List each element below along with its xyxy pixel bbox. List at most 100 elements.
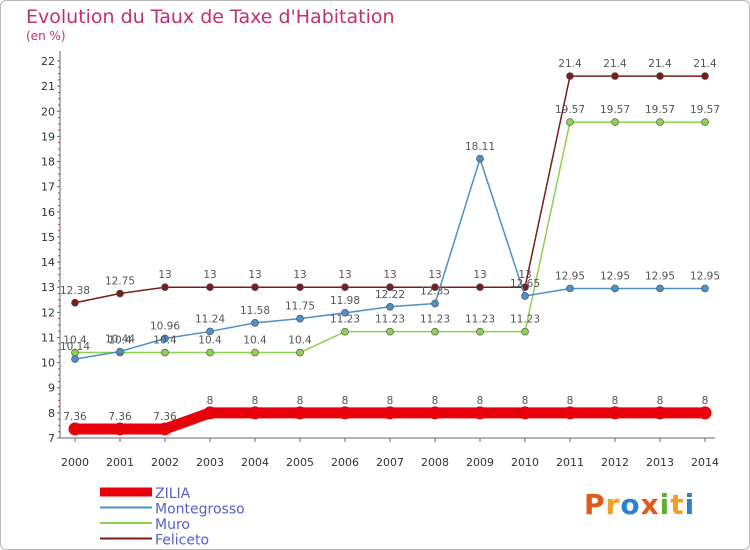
data-point-feliceto <box>251 283 259 292</box>
data-point-muro <box>296 348 304 357</box>
data-label-zilia: 7.36 <box>153 411 177 423</box>
data-point-montegrosso <box>341 308 349 317</box>
data-label-zilia: 8 <box>522 395 529 407</box>
y-tick-label: 7 <box>48 432 55 445</box>
y-tick-label: 13 <box>41 281 55 294</box>
x-tick-label: 2006 <box>331 456 359 469</box>
data-label-muro: 10.4 <box>63 335 87 347</box>
legend-label-muro: Muro <box>155 517 190 533</box>
data-point-montegrosso <box>296 314 304 323</box>
data-point-montegrosso <box>251 319 259 327</box>
data-label-feliceto: 21.4 <box>603 58 627 70</box>
data-point-zilia <box>248 406 262 420</box>
logo-letter: i <box>659 488 671 521</box>
x-tick-label: 2007 <box>376 456 404 469</box>
x-tick-label: 2009 <box>466 456 494 469</box>
data-point-feliceto <box>116 289 124 298</box>
data-label-muro: 10.4 <box>108 335 132 347</box>
data-point-zilia <box>293 406 307 420</box>
data-label-montegrosso: 12.95 <box>600 270 630 282</box>
data-point-muro <box>341 327 349 336</box>
data-label-feliceto: 13 <box>383 269 396 281</box>
proxiti-logo: Proxiti <box>584 488 695 521</box>
data-point-montegrosso <box>206 327 214 336</box>
data-point-muro <box>251 348 259 357</box>
data-point-feliceto <box>701 72 709 80</box>
x-tick-label: 2004 <box>241 456 269 469</box>
data-point-muro <box>656 118 664 126</box>
data-label-feliceto: 13 <box>518 269 531 281</box>
data-label-feliceto: 13 <box>248 269 261 281</box>
data-point-feliceto <box>431 283 439 292</box>
data-label-zilia: 8 <box>567 395 574 407</box>
x-tick-label: 2001 <box>106 456 134 469</box>
data-label-zilia: 7.36 <box>108 411 132 423</box>
data-point-zilia <box>518 406 532 420</box>
data-label-zilia: 8 <box>612 395 619 407</box>
data-point-zilia <box>68 422 82 436</box>
x-tick-label: 2008 <box>421 456 449 469</box>
data-point-muro <box>206 348 214 357</box>
data-label-feliceto: 21.4 <box>693 58 717 70</box>
y-tick-label: 18 <box>41 156 55 169</box>
data-label-feliceto: 13 <box>338 269 351 281</box>
data-label-feliceto: 13 <box>203 269 216 281</box>
data-point-zilia <box>428 406 442 420</box>
data-point-montegrosso <box>386 302 394 311</box>
data-label-feliceto: 13 <box>158 269 171 281</box>
data-label-montegrosso: 12.95 <box>555 270 585 282</box>
x-tick-label: 2010 <box>511 456 539 469</box>
data-point-feliceto <box>386 283 394 292</box>
data-label-muro: 11.23 <box>465 314 495 326</box>
x-tick-label: 2000 <box>61 456 89 469</box>
data-point-zilia <box>473 406 487 420</box>
data-label-montegrosso: 10.96 <box>150 320 180 332</box>
data-label-montegrosso: 12.35 <box>420 286 450 298</box>
data-label-zilia: 8 <box>387 395 394 407</box>
data-label-montegrosso: 12.22 <box>375 289 405 301</box>
data-label-feliceto: 13 <box>293 269 306 281</box>
data-point-montegrosso <box>656 284 664 293</box>
data-label-muro: 19.57 <box>645 104 675 116</box>
y-tick-label: 20 <box>41 105 55 118</box>
data-label-montegrosso: 11.75 <box>285 301 315 313</box>
data-label-montegrosso: 12.95 <box>645 270 675 282</box>
data-label-montegrosso: 12.95 <box>690 270 720 282</box>
logo-letter: r <box>605 488 621 521</box>
y-tick-label: 12 <box>41 306 55 319</box>
data-label-montegrosso: 12.65 <box>510 278 540 290</box>
y-tick-label: 8 <box>48 407 55 420</box>
data-label-montegrosso: 11.98 <box>330 295 360 307</box>
data-point-muro <box>431 327 439 336</box>
data-label-muro: 11.23 <box>330 314 360 326</box>
data-label-muro: 10.4 <box>243 335 267 347</box>
data-point-montegrosso <box>701 284 709 293</box>
data-point-montegrosso <box>566 284 574 293</box>
data-point-feliceto <box>566 72 574 80</box>
data-label-montegrosso: 18.11 <box>465 141 495 153</box>
legend-label-montegrosso: Montegrosso <box>155 502 245 518</box>
data-label-muro: 10.4 <box>153 335 177 347</box>
data-label-muro: 19.57 <box>690 104 720 116</box>
y-tick-label: 22 <box>41 55 55 68</box>
x-tick-label: 2014 <box>691 456 719 469</box>
data-label-muro: 19.57 <box>555 104 585 116</box>
data-point-zilia <box>608 406 622 420</box>
data-point-muro <box>386 327 394 336</box>
data-point-feliceto <box>656 72 664 80</box>
data-point-zilia <box>383 406 397 420</box>
data-point-feliceto <box>206 283 214 292</box>
legend-label-zilia: ZILIA <box>155 486 191 502</box>
data-label-zilia: 8 <box>477 395 484 407</box>
x-tick-label: 2012 <box>601 456 629 469</box>
data-point-muro <box>521 327 529 336</box>
data-point-montegrosso <box>161 334 169 343</box>
data-label-zilia: 8 <box>252 395 259 407</box>
data-label-montegrosso: 11.24 <box>195 313 225 325</box>
x-tick-label: 2005 <box>286 456 314 469</box>
data-point-montegrosso <box>476 154 484 163</box>
data-point-muro <box>476 327 484 336</box>
logo-letter: o <box>620 488 641 521</box>
data-label-feliceto: 13 <box>428 269 441 281</box>
